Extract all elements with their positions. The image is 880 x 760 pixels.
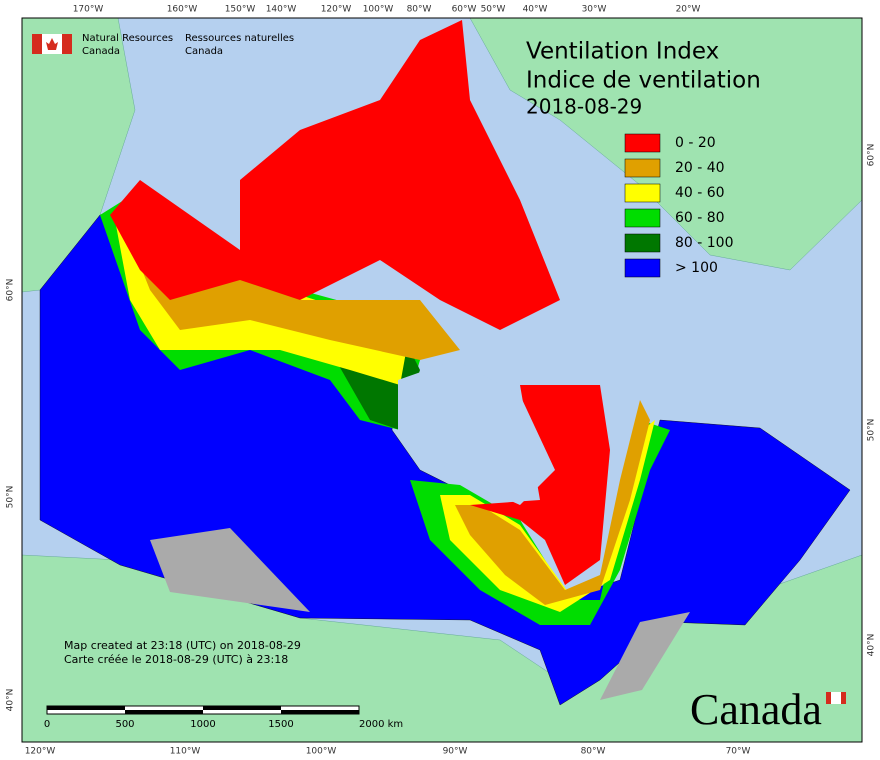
- graticule-label: 40°N: [6, 689, 16, 712]
- agency-fr-line2: Canada: [185, 46, 223, 57]
- legend-label: > 100: [675, 260, 718, 276]
- hudson-bay: [398, 360, 555, 505]
- maple-leaf: [46, 38, 58, 50]
- legend-swatch: [624, 133, 661, 153]
- graticule-label: 50°N: [867, 419, 877, 442]
- scale-bar: [46, 705, 360, 715]
- canada-wordmark: Canada: [690, 685, 846, 734]
- legend-label: 60 - 80: [675, 210, 725, 226]
- graticule-label: 100°W: [306, 747, 337, 757]
- title-fr: Indice de ventilation: [526, 68, 761, 94]
- credit-en: Map created at 23:18 (UTC) on 2018-08-29: [64, 639, 301, 652]
- index-zone: [410, 420, 670, 625]
- legend-label: 40 - 60: [675, 185, 725, 201]
- legend-swatch: [624, 233, 661, 253]
- agency-fr: Ressources naturelles: [185, 33, 294, 44]
- scale-label: 1500: [268, 719, 293, 730]
- wordmark: Canada: [690, 685, 822, 734]
- graticule-label: 80°W: [407, 5, 432, 15]
- flag-bar: [32, 34, 42, 54]
- index-zone: [440, 420, 655, 612]
- scale-label: 500: [115, 719, 134, 730]
- index-zone: [110, 20, 560, 330]
- graticule-label: 150°W: [225, 5, 256, 15]
- no-data-zone: [150, 528, 310, 612]
- wordmark-flag-center: [831, 692, 841, 704]
- scale-bar-segment: [47, 706, 125, 710]
- scale-bar-segment: [281, 710, 359, 714]
- graticule-label: 120°W: [25, 747, 56, 757]
- scale-bar-segment: [203, 706, 281, 710]
- scale-label: 0: [44, 719, 50, 730]
- map-frame: [21, 17, 863, 743]
- graticule-label: 40°W: [523, 5, 548, 15]
- flag-bar: [62, 34, 72, 54]
- legend-swatch: [624, 158, 661, 178]
- graticule-label: 110°W: [170, 747, 201, 757]
- map-date: 2018-08-29: [526, 95, 642, 119]
- graticule-label: 80°W: [581, 747, 606, 757]
- graticule-label: 30°W: [582, 5, 607, 15]
- graticule-label: 60°W: [452, 5, 477, 15]
- graticule-label: 60°N: [867, 144, 877, 167]
- scale-bar-segment: [125, 710, 203, 714]
- legend-swatch: [624, 258, 661, 278]
- graticule-label: 120°W: [321, 5, 352, 15]
- graticule-label: 90°W: [443, 747, 468, 757]
- no-data-zone: [600, 612, 690, 700]
- legend-swatch: [624, 208, 661, 228]
- graticule-label: 70°W: [726, 747, 751, 757]
- index-zone: [455, 400, 650, 605]
- legend-swatch: [624, 183, 661, 203]
- graticule-label: 60°N: [6, 279, 16, 302]
- logo-nrcan: Natural Resources Canada Ressources natu…: [32, 33, 294, 57]
- legend-label: 80 - 100: [675, 235, 734, 251]
- graticule-label: 50°N: [6, 486, 16, 509]
- scale-label: 2000 km: [359, 719, 403, 730]
- scale-label: 1000: [190, 719, 215, 730]
- index-zones: [39, 20, 851, 706]
- agency-en: Natural Resources: [82, 33, 173, 44]
- graticule-label: 100°W: [363, 5, 394, 15]
- graticule-label: 40°N: [867, 634, 877, 657]
- legend-label: 0 - 20: [675, 135, 716, 151]
- legend-label: 20 - 40: [675, 160, 725, 176]
- graticule-label: 140°W: [266, 5, 297, 15]
- title-en: Ventilation Index: [526, 39, 719, 65]
- credit-fr: Carte créée le 2018-08-29 (UTC) à 23:18: [64, 653, 288, 666]
- agency-en-line2: Canada: [82, 46, 120, 57]
- graticule-label: 20°W: [676, 5, 701, 15]
- graticule-label: 50°W: [481, 5, 506, 15]
- graticule-label: 170°W: [73, 5, 104, 15]
- graticule-label: 160°W: [167, 5, 198, 15]
